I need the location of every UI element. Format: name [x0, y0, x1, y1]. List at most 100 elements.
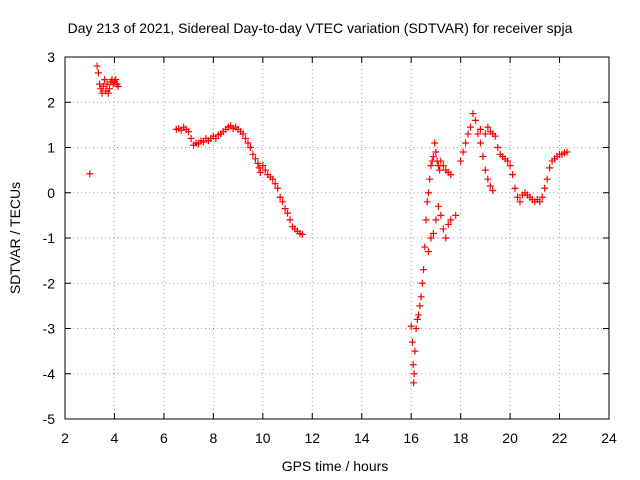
- x-tick-label: 8: [209, 430, 217, 446]
- x-tick-label: 4: [111, 430, 119, 446]
- data-point: [489, 186, 497, 194]
- y-tick-label: -4: [43, 366, 56, 382]
- data-point: [447, 171, 455, 179]
- data-point: [261, 166, 269, 174]
- data-point: [481, 130, 489, 138]
- data-point: [467, 123, 475, 131]
- data-point: [491, 132, 499, 140]
- data-point: [423, 198, 431, 206]
- data-point: [415, 311, 423, 319]
- y-tick-label: -2: [43, 275, 56, 291]
- data-point: [246, 144, 254, 151]
- data-point: [447, 216, 455, 224]
- data-point: [254, 159, 262, 167]
- data-point: [421, 243, 429, 251]
- data-point: [439, 225, 447, 233]
- data-point: [486, 182, 494, 190]
- data-point: [86, 170, 94, 178]
- data-point: [426, 175, 434, 183]
- data-point: [251, 155, 259, 163]
- y-tick-label: 2: [47, 94, 55, 110]
- data-point: [408, 338, 416, 346]
- y-tick-label: -1: [43, 230, 56, 246]
- data-point: [504, 157, 512, 165]
- data-point: [104, 89, 112, 97]
- data-point: [259, 162, 267, 170]
- data-point: [484, 175, 492, 183]
- data-point: [462, 139, 470, 147]
- data-point: [444, 220, 452, 228]
- data-point: [281, 205, 289, 213]
- data-point: [479, 153, 487, 161]
- data-point: [469, 110, 477, 118]
- data-point: [429, 229, 437, 237]
- data-point: [422, 216, 430, 224]
- data-point: [434, 202, 442, 210]
- data-point: [494, 144, 502, 151]
- data-point: [476, 139, 484, 147]
- x-tick-label: 20: [502, 430, 518, 446]
- data-point: [98, 89, 106, 97]
- data-point: [427, 234, 435, 242]
- data-point: [484, 123, 492, 131]
- x-tick-label: 18: [453, 430, 469, 446]
- data-point: [429, 153, 437, 161]
- data-point: [298, 230, 306, 238]
- data-point: [509, 171, 517, 179]
- data-point: [286, 216, 294, 224]
- y-tick-label: 1: [47, 140, 55, 156]
- data-point: [543, 175, 551, 183]
- x-tick-label: 14: [354, 430, 370, 446]
- data-point: [420, 266, 428, 274]
- data-points: [86, 62, 571, 387]
- data-point: [239, 130, 247, 138]
- data-point: [417, 293, 425, 301]
- data-point: [212, 134, 220, 142]
- data-point: [409, 361, 417, 369]
- data-point: [452, 211, 460, 219]
- data-point: [410, 379, 418, 387]
- data-point: [471, 116, 479, 124]
- x-tick-label: 10: [255, 430, 271, 446]
- data-point: [541, 184, 549, 192]
- y-axis-label: SDTVAR / TECUs: [7, 182, 23, 294]
- data-point: [546, 164, 554, 172]
- data-point: [249, 150, 257, 158]
- data-point: [279, 198, 287, 206]
- data-point: [256, 168, 264, 176]
- data-point: [274, 184, 282, 192]
- data-point: [99, 82, 107, 90]
- data-point: [464, 130, 472, 138]
- data-point: [96, 80, 104, 88]
- data-point: [242, 134, 250, 142]
- data-point: [476, 125, 484, 133]
- y-tick-label: -5: [43, 411, 56, 427]
- data-point: [276, 193, 284, 201]
- data-point: [431, 139, 439, 147]
- data-point: [114, 82, 122, 90]
- x-tick-label: 2: [61, 430, 69, 446]
- chart-title: Day 213 of 2021, Sidereal Day-to-day VTE…: [68, 20, 573, 36]
- x-tick-label: 6: [160, 430, 168, 446]
- data-point: [459, 148, 467, 156]
- data-point: [437, 211, 445, 219]
- data-point: [427, 162, 435, 170]
- data-point: [103, 80, 111, 88]
- data-point: [474, 130, 482, 138]
- data-point: [94, 69, 102, 77]
- x-tick-label: 12: [304, 430, 320, 446]
- x-tick-labels: 2 4 6 8 10 12 14 16 18 20 22 24: [61, 430, 617, 446]
- data-point: [516, 198, 524, 206]
- y-tick-label: 0: [47, 185, 55, 201]
- data-point: [437, 157, 445, 165]
- x-tick-label: 24: [601, 430, 617, 446]
- x-tick-label: 16: [403, 430, 419, 446]
- data-point: [410, 370, 418, 378]
- data-point: [106, 85, 114, 93]
- data-point: [284, 209, 292, 217]
- data-point: [432, 216, 440, 224]
- data-point: [199, 138, 207, 146]
- y-tick-label: -3: [43, 321, 56, 337]
- data-point: [432, 148, 440, 156]
